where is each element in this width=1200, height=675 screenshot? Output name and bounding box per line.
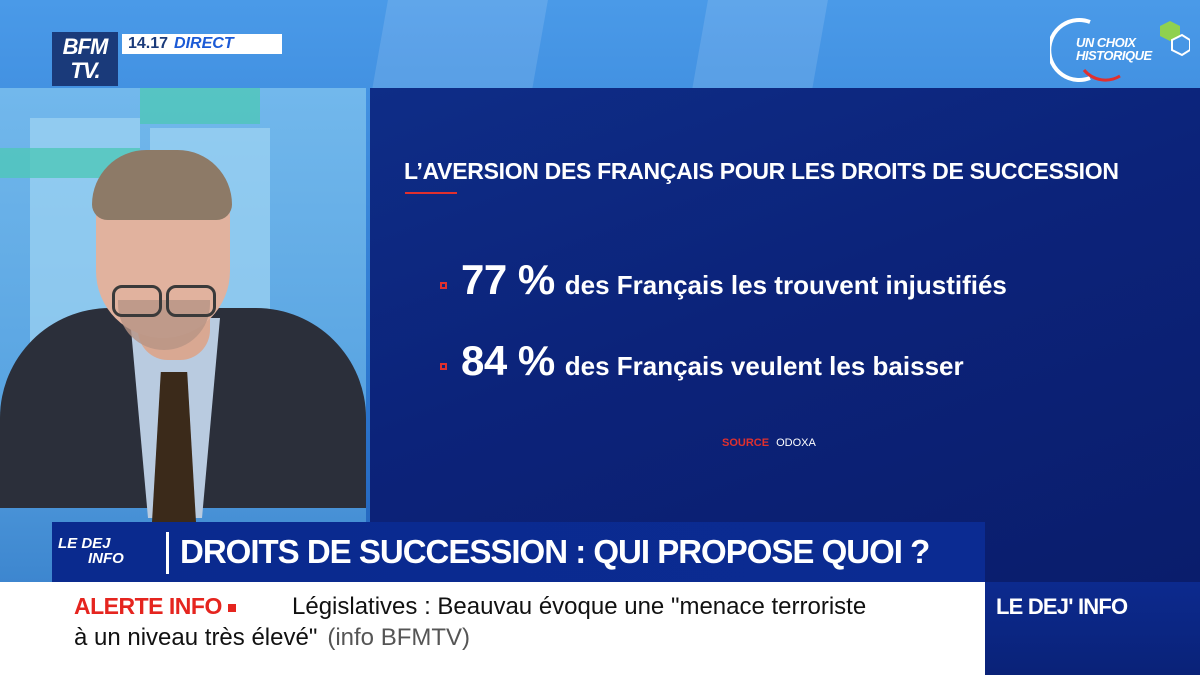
background-stripe (372, 0, 548, 90)
square-bullet-icon (440, 281, 447, 289)
alert-label-text: ALERTE INFO (74, 593, 222, 619)
alert-text-line2-main: à un niveau très élevé" (74, 624, 318, 651)
stat-value: 77 % (461, 256, 555, 303)
program-label: LE DEJ' INFO (996, 594, 1128, 619)
headline-bar (52, 522, 985, 582)
stat-row: 84 % des Français veulent les baisser (440, 337, 964, 385)
stat-text: des Français les trouvent injustifiés (564, 270, 1007, 300)
title-underline (405, 192, 457, 194)
alert-label: ALERTE INFO (74, 593, 236, 620)
source-credit: SOURCE ODOXA (722, 437, 816, 449)
live-indicator: 14.17 DIRECT (122, 34, 282, 54)
alert-text-line1: Législatives : Beauvau évoque une "menac… (292, 593, 867, 620)
news-ticker (0, 582, 985, 675)
badge-line1: UN CHOIX (1076, 35, 1136, 50)
alert-credit: (info BFMTV) (327, 624, 471, 651)
show-logo: LE DEJ INFO (58, 536, 160, 572)
show-logo-line2: INFO (88, 550, 124, 567)
stat-row: 77 % des Français les trouvent injustifi… (440, 256, 1007, 304)
source-label: SOURCE (722, 437, 770, 449)
source-value: ODOXA (776, 437, 816, 449)
logo-line1: BFM (62, 34, 109, 59)
stat-value: 84 % (461, 337, 555, 384)
channel-logo: BFM TV. (52, 32, 118, 86)
info-graphic-panel (370, 88, 1200, 583)
choice-badge: UN CHOIX HISTORIQUE (1047, 12, 1191, 86)
headline-divider (166, 532, 169, 574)
presenter-hair (92, 150, 232, 220)
show-logo-line1: LE DEJ (58, 535, 111, 552)
info-title: L’AVERSION DES FRANÇAIS POUR LES DROITS … (404, 158, 1119, 184)
studio-panel (140, 88, 260, 124)
background-stripe (692, 0, 828, 90)
live-label: DIRECT (174, 35, 234, 52)
logo-line2: TV. (70, 58, 100, 83)
alert-dot-icon (227, 603, 236, 612)
glasses-icon (166, 285, 216, 317)
stat-text: des Français veulent les baisser (564, 351, 964, 381)
live-time: 14.17 (128, 35, 169, 52)
square-bullet-icon (440, 362, 447, 370)
badge-text: UN CHOIX HISTORIQUE (1076, 36, 1152, 62)
badge-line2: HISTORIQUE (1076, 48, 1152, 63)
program-box (985, 582, 1200, 675)
headline-title: DROITS DE SUCCESSION : QUI PROPOSE QUOI … (180, 533, 930, 570)
ring-icon (1047, 18, 1191, 82)
alert-text-line2: à un niveau très élevé" (info BFMTV) (74, 624, 470, 652)
glasses-icon (112, 285, 162, 317)
